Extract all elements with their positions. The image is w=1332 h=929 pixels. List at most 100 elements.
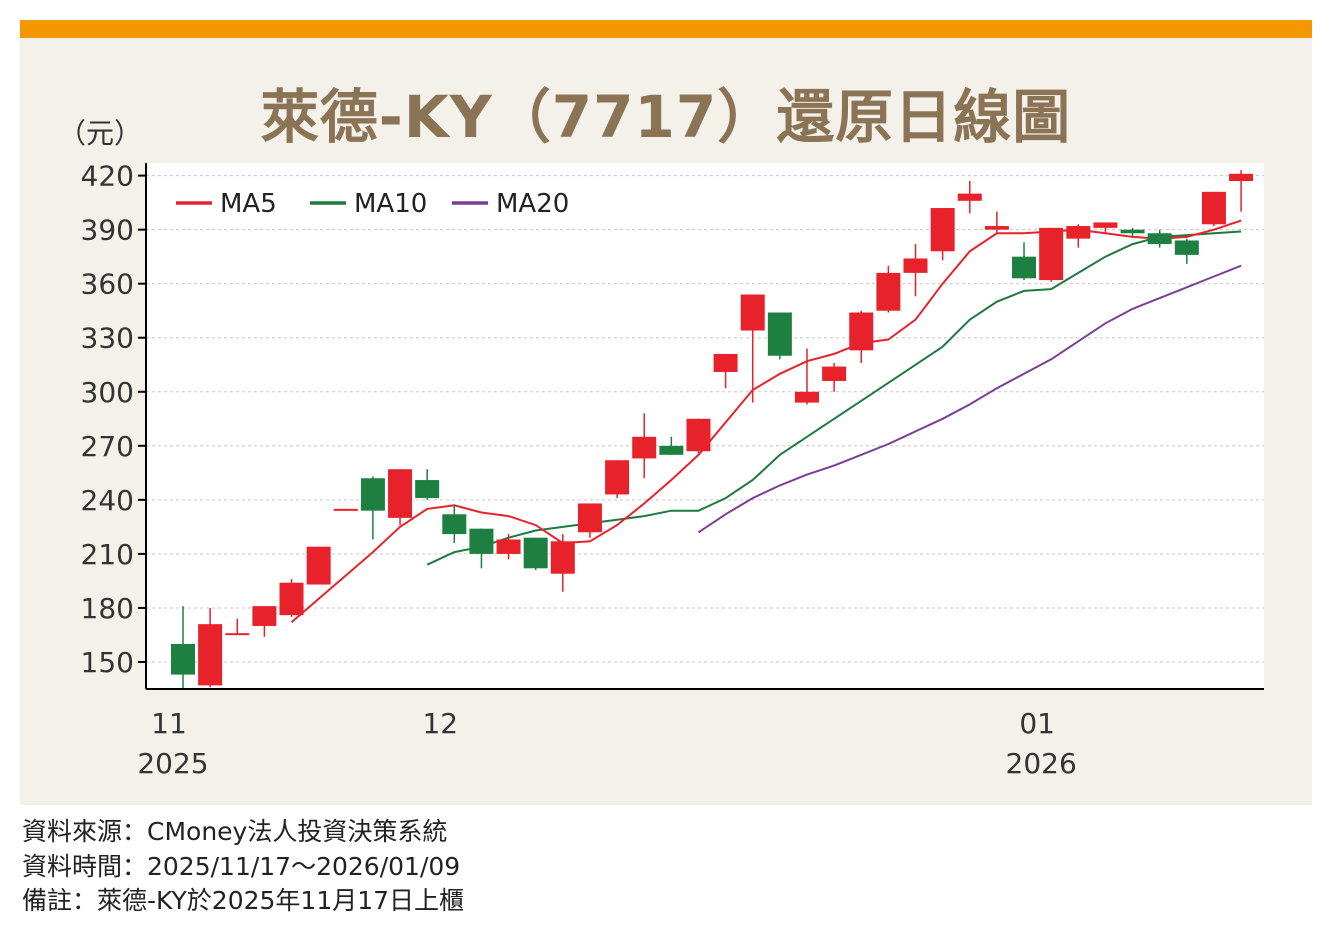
top-accent-bar <box>20 20 1312 38</box>
candle-body <box>876 272 901 311</box>
candle-body <box>930 208 955 252</box>
candle <box>1012 242 1037 281</box>
grid-lines <box>146 175 1264 663</box>
candle <box>767 312 792 360</box>
candle <box>957 181 982 214</box>
y-tick-label: 390 <box>81 214 134 247</box>
ma10-line <box>426 230 1242 566</box>
candle-body <box>1039 227 1064 281</box>
listing-note: 備註：萊德-KY於2025年11月17日上櫃 <box>22 886 465 915</box>
candle-body <box>225 633 250 636</box>
y-tick-label: 300 <box>81 376 134 409</box>
candle-body <box>306 546 331 585</box>
candle <box>415 469 440 500</box>
candle-body <box>198 624 223 686</box>
candle-body <box>442 514 467 535</box>
candle-body <box>496 539 521 554</box>
candle <box>198 607 223 688</box>
candle-body <box>767 312 792 356</box>
candle-body <box>740 294 765 331</box>
candle <box>1039 227 1064 282</box>
candle-body <box>984 226 1009 230</box>
x-month-label: 01 <box>1019 707 1055 740</box>
candle-body <box>1120 229 1145 234</box>
candle <box>306 546 331 585</box>
candle-body <box>1012 256 1037 279</box>
candle <box>1147 229 1172 248</box>
candle-body <box>794 391 819 403</box>
candle <box>388 469 413 526</box>
candle-body <box>577 503 602 533</box>
legend-label: MA10 <box>354 189 427 219</box>
candle <box>469 528 494 569</box>
candle <box>984 211 1009 234</box>
candle-body <box>469 528 494 554</box>
candle-body <box>252 606 277 626</box>
candle-body <box>686 418 711 452</box>
y-axis: 150 180 210 240 270 300 330 360 390 420 <box>81 160 146 679</box>
x-month-label: 11 <box>151 707 187 740</box>
candle <box>632 413 657 479</box>
candle <box>1174 238 1199 264</box>
candle <box>1229 170 1254 212</box>
candle <box>279 579 304 617</box>
candle-body <box>388 469 413 518</box>
candle <box>171 606 195 689</box>
candle <box>1120 227 1145 237</box>
candle-body <box>632 436 657 459</box>
candle <box>713 353 738 389</box>
x-year-label: 2025 <box>137 747 208 780</box>
candle-body <box>1201 191 1226 225</box>
candle-body <box>903 258 928 273</box>
candle-body <box>822 366 847 381</box>
candle <box>659 436 684 455</box>
y-tick-label: 210 <box>81 538 134 571</box>
candle-body <box>659 445 684 455</box>
candle <box>360 476 385 540</box>
candle-body <box>1174 240 1199 255</box>
ma20-line <box>697 264 1242 534</box>
y-unit-label: （元） <box>58 117 142 150</box>
candle <box>1093 222 1118 234</box>
candle-body <box>171 643 195 675</box>
y-tick-label: 150 <box>81 646 134 679</box>
candle-body <box>1229 173 1254 182</box>
y-tick-label: 270 <box>81 430 134 463</box>
candle <box>252 606 277 637</box>
x-axis: 11 2025 12 01 2026 <box>137 707 1076 780</box>
candle <box>740 294 765 403</box>
candle-body <box>360 478 385 511</box>
candle <box>686 418 711 454</box>
legend-label: MA20 <box>496 189 569 219</box>
candles <box>171 170 1254 689</box>
candle-body <box>1066 226 1091 239</box>
candle <box>794 348 819 405</box>
candle <box>577 503 602 538</box>
candle-body <box>957 193 982 201</box>
chart-title: 萊德-KY（7717）還原日線圖 <box>260 83 1072 151</box>
candle-body <box>849 312 874 351</box>
candle <box>930 208 955 261</box>
candle-body <box>1093 222 1118 228</box>
candle <box>849 310 874 363</box>
candle-body <box>523 537 548 569</box>
candle-body <box>713 353 738 372</box>
candle <box>442 505 467 544</box>
y-tick-label: 180 <box>81 592 134 625</box>
legend: MA5 MA10 MA20 <box>176 189 569 219</box>
y-tick-label: 330 <box>81 322 134 355</box>
candle <box>523 537 548 571</box>
y-tick-label: 240 <box>81 484 134 517</box>
candle <box>822 362 847 392</box>
candle <box>333 508 358 511</box>
candle-body <box>1147 233 1172 245</box>
y-tick-label: 360 <box>81 268 134 301</box>
x-month-label: 12 <box>422 707 458 740</box>
x-year-label: 2026 <box>1006 747 1077 780</box>
period-note: 資料時間：2025/11/17～2026/01/09 <box>22 852 461 881</box>
candle <box>1066 224 1091 248</box>
candle-body <box>550 541 575 574</box>
legend-label: MA5 <box>220 189 277 219</box>
source-note: 資料來源：CMoney法人投資決策系統 <box>22 817 448 846</box>
candle <box>550 534 575 592</box>
